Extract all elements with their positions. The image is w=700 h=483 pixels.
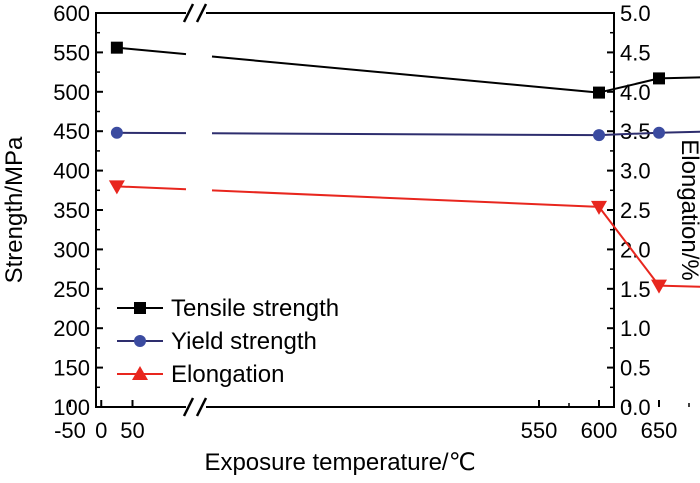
- right-y-tick-label: 0.5: [620, 356, 651, 381]
- series-line-segment: [116, 185, 187, 191]
- axis-break-slash: [195, 3, 208, 23]
- legend-label: Yield strength: [171, 328, 317, 355]
- data-point: [651, 279, 667, 294]
- left-y-axis: 100 150 200 250 300 350 400 450 500 550 600: [53, 1, 103, 420]
- series-tensile-strength: [110, 41, 700, 99]
- axis-break-marks: [182, 3, 208, 417]
- left-y-tick-label: 500: [53, 80, 90, 105]
- data-point: [110, 126, 123, 139]
- left-y-tick-label: 250: [53, 277, 90, 302]
- left-y-tick-label: 600: [53, 1, 90, 26]
- x-tick-label: 600: [581, 418, 618, 443]
- right-y-tick-label: 1.0: [620, 316, 651, 341]
- right-y-tick-label: 5.0: [620, 1, 651, 26]
- x-tick-label: 650: [641, 418, 678, 443]
- series-line-segment: [598, 131, 660, 137]
- data-point: [593, 86, 605, 99]
- data-point: [653, 126, 665, 139]
- legend-entry: Tensile strength: [117, 295, 339, 322]
- right-y-tick-label: 3.0: [620, 159, 651, 184]
- legend: Tensile strength Yield strength Elongation: [117, 295, 339, 388]
- x-tick-label: 0: [95, 418, 107, 443]
- left-y-tick-label: 100: [53, 395, 90, 420]
- left-y-tick-label: 350: [53, 198, 90, 223]
- series-line-segment: [211, 132, 600, 137]
- series-line-segment: [598, 77, 660, 94]
- axis-break-slash: [195, 397, 208, 417]
- series-line-segment: [658, 76, 700, 80]
- axis-break-gap: [186, 10, 206, 16]
- data-point: [591, 200, 607, 215]
- right-y-tick-label: 1.5: [620, 277, 651, 302]
- right-y-tick-label: 0.0: [620, 395, 651, 420]
- left-y-tick-label: 450: [53, 119, 90, 144]
- series-elongation: [108, 180, 700, 294]
- x-tick-label: 550: [521, 418, 558, 443]
- x-tick-label: 50: [120, 418, 144, 443]
- data-point: [110, 41, 123, 54]
- legend-label: Tensile strength: [171, 295, 339, 322]
- x-axis: -50050550600650700750: [54, 400, 690, 443]
- series-line-segment: [116, 46, 187, 56]
- legend-label: Elongation: [171, 361, 284, 388]
- left-y-tick-label: 150: [53, 356, 90, 381]
- axis-break-slash: [182, 3, 195, 23]
- series-line-segment: [211, 189, 600, 208]
- legend-marker: [134, 302, 146, 314]
- left-y-tick-label: 550: [53, 40, 90, 65]
- legend-marker: [134, 335, 146, 347]
- series-line-segment: [658, 130, 700, 134]
- left-y-tick-label: 300: [53, 237, 90, 262]
- series-line-segment: [598, 206, 660, 287]
- legend-entry: Yield strength: [117, 328, 317, 355]
- series-yield-strength: [110, 126, 700, 142]
- right-y-tick-label: 2.5: [620, 198, 651, 223]
- data-point: [593, 129, 605, 142]
- right-y-tick-label: 4.5: [620, 40, 651, 65]
- left-y-tick-label: 400: [53, 159, 90, 184]
- series-line-segment: [211, 55, 600, 94]
- legend-marker: [132, 366, 148, 380]
- series-line-segment: [658, 284, 700, 288]
- axis-break-slash: [182, 397, 195, 417]
- right-y-axis: 0.00.51.01.52.02.53.03.54.04.55.0: [607, 1, 651, 420]
- series-layer: [108, 41, 700, 294]
- data-point: [108, 180, 125, 195]
- right-y-tick-label: 3.5: [620, 119, 651, 144]
- x-axis-title: Exposure temperature/℃: [204, 449, 475, 476]
- right-y-axis-title: Elongation/%: [676, 139, 700, 280]
- data-point: [653, 72, 665, 85]
- legend-entry: Elongation: [117, 361, 284, 388]
- left-y-tick-label: 200: [53, 316, 90, 341]
- left-y-axis-title: Strength/MPa: [1, 136, 28, 283]
- axis-break-gap: [186, 404, 206, 410]
- x-tick-label: -50: [54, 418, 86, 443]
